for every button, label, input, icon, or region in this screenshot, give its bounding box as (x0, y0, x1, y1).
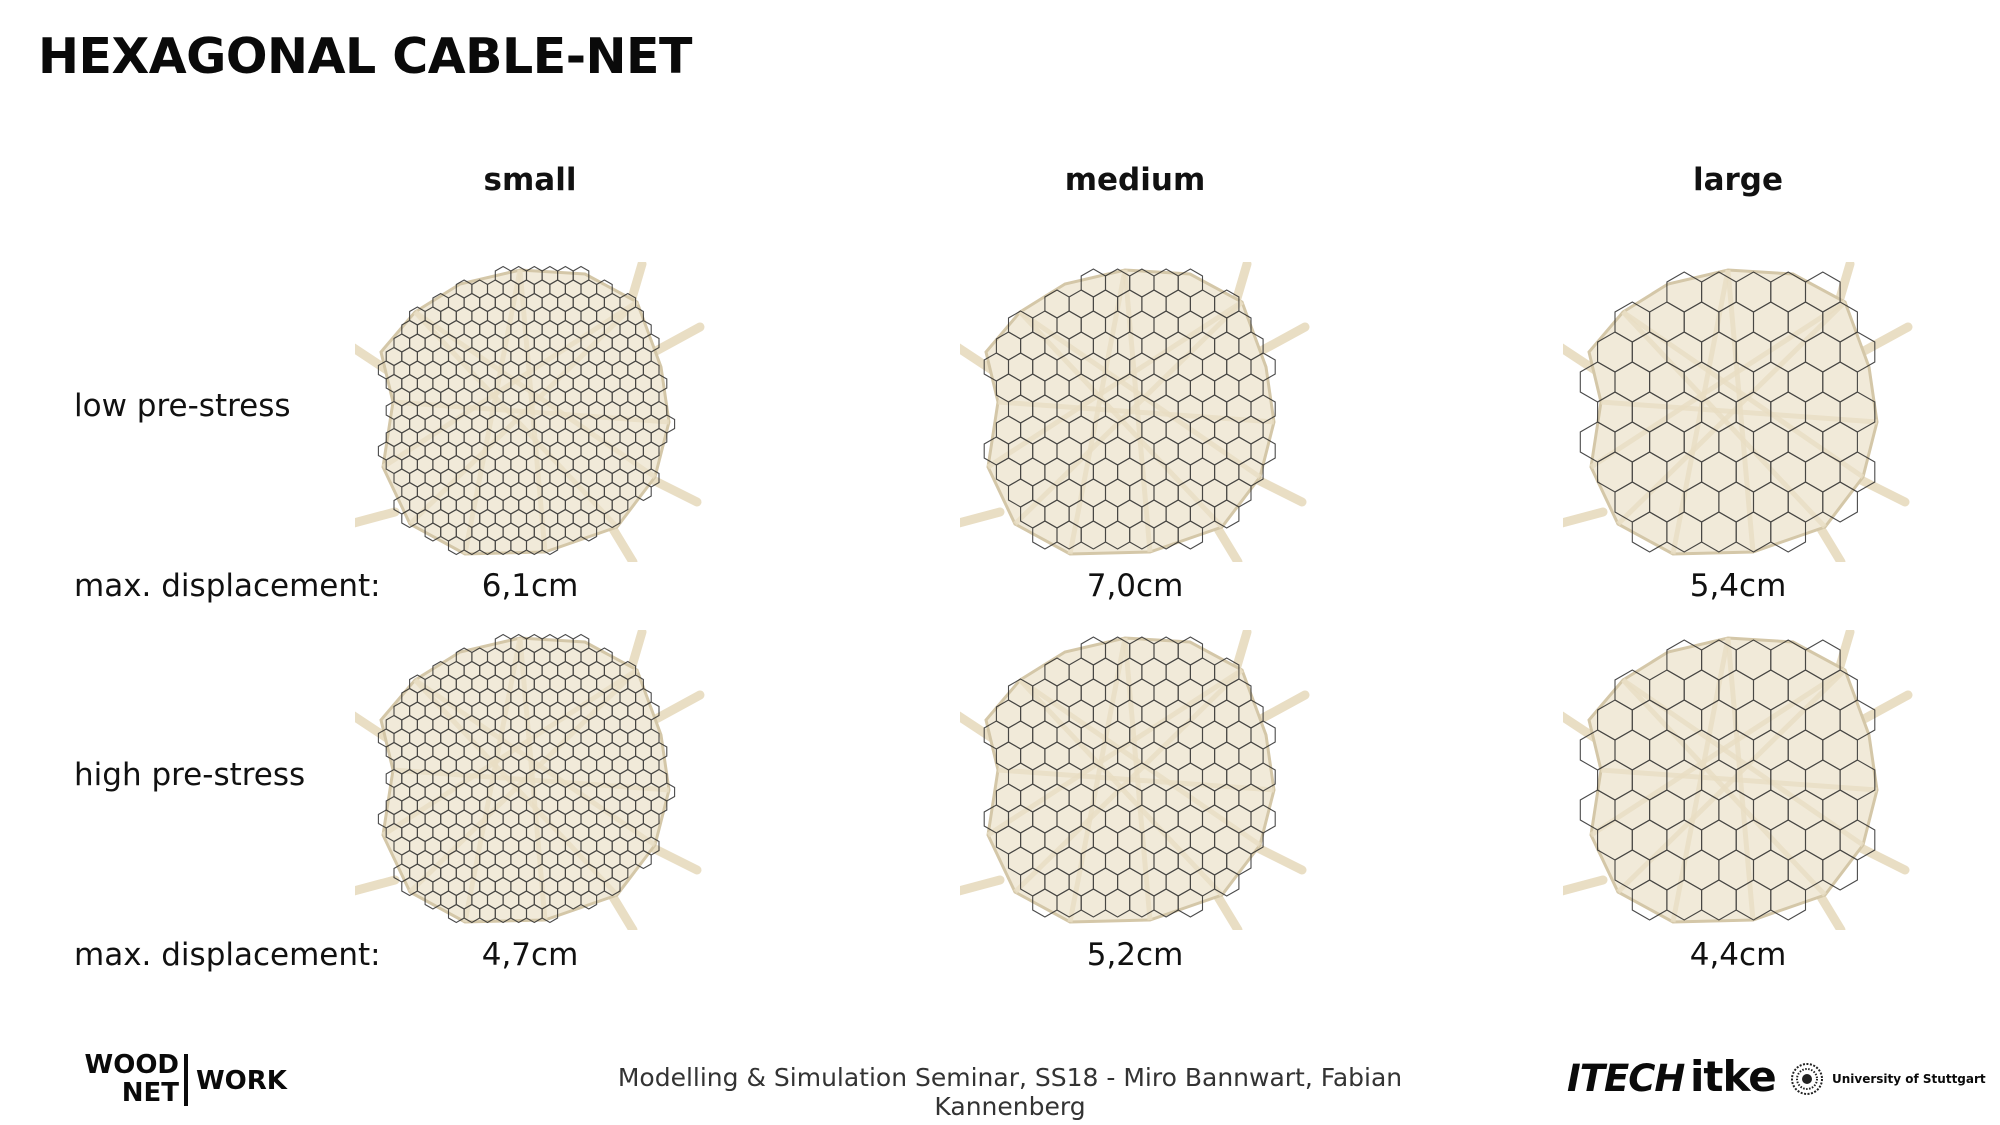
itech-logo: ITECH (1567, 1057, 1685, 1100)
displacement-value-low-small: 6,1cm (481, 568, 579, 604)
cable-net-image-low-large (1563, 262, 1913, 562)
displacement-label-low: max. displacement: (74, 568, 381, 604)
column-header-large: large (1692, 162, 1784, 198)
itke-logo: itke (1690, 1052, 1777, 1101)
cable-net-image-high-medium (960, 630, 1310, 930)
cable-net-image-high-small (355, 630, 705, 930)
displacement-value-high-small: 4,7cm (481, 937, 579, 973)
page-title: HEXAGONAL CABLE-NET (38, 28, 692, 85)
woodnet-logo-divider (184, 1054, 188, 1106)
woodnet-logo-line2: NET (121, 1078, 179, 1108)
university-of-stuttgart-logo: University of Stuttgart (1790, 1062, 1990, 1098)
cable-net-image-low-medium (960, 262, 1310, 562)
woodnet-logo-line1: WOOD (84, 1050, 179, 1080)
cable-net-image-low-small (355, 262, 705, 562)
woodnet-logo-right: WORK (196, 1066, 287, 1096)
displacement-label-high: max. displacement: (74, 937, 381, 973)
university-seal-icon (1791, 1063, 1823, 1095)
row-label-high-pre-stress: high pre-stress (74, 757, 306, 793)
university-name: University of Stuttgart (1832, 1072, 1986, 1086)
column-header-medium: medium (1064, 162, 1206, 198)
column-header-small: small (483, 162, 577, 198)
displacement-value-low-medium: 7,0cm (1086, 568, 1184, 604)
displacement-value-high-medium: 5,2cm (1086, 937, 1184, 973)
displacement-value-low-large: 5,4cm (1689, 568, 1787, 604)
footer-caption: Modelling & Simulation Seminar, SS18 - M… (617, 1063, 1403, 1121)
displacement-value-high-large: 4,4cm (1689, 937, 1787, 973)
cable-net-image-high-large (1563, 630, 1913, 930)
row-label-low-pre-stress: low pre-stress (74, 388, 291, 424)
woodnet-logo: WOOD NET WORK (74, 1052, 304, 1112)
